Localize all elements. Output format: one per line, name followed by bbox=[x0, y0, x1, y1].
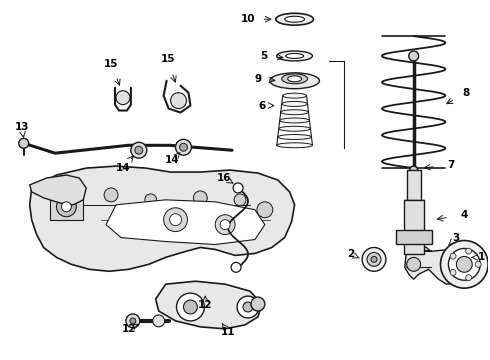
Circle shape bbox=[407, 257, 420, 271]
Circle shape bbox=[409, 51, 418, 61]
Text: 14: 14 bbox=[116, 163, 130, 173]
Circle shape bbox=[126, 314, 140, 328]
Text: 10: 10 bbox=[241, 14, 255, 24]
Text: 1: 1 bbox=[478, 252, 485, 262]
Polygon shape bbox=[407, 170, 420, 200]
Text: 6: 6 bbox=[258, 100, 266, 111]
Circle shape bbox=[130, 318, 136, 324]
Circle shape bbox=[466, 248, 471, 254]
Polygon shape bbox=[30, 175, 86, 205]
Ellipse shape bbox=[282, 74, 308, 84]
Polygon shape bbox=[106, 200, 265, 244]
Circle shape bbox=[194, 191, 207, 205]
Text: 12: 12 bbox=[198, 300, 213, 310]
Ellipse shape bbox=[276, 13, 314, 25]
Text: 4: 4 bbox=[461, 210, 468, 220]
Circle shape bbox=[237, 296, 259, 318]
Ellipse shape bbox=[283, 93, 307, 98]
Ellipse shape bbox=[277, 51, 313, 61]
Circle shape bbox=[220, 220, 230, 230]
Circle shape bbox=[450, 253, 456, 259]
Circle shape bbox=[215, 215, 235, 235]
Circle shape bbox=[179, 143, 188, 151]
Circle shape bbox=[251, 297, 265, 311]
Circle shape bbox=[176, 293, 204, 321]
Circle shape bbox=[175, 139, 192, 155]
Circle shape bbox=[243, 302, 253, 312]
Ellipse shape bbox=[280, 118, 310, 123]
Text: 15: 15 bbox=[104, 59, 118, 69]
Circle shape bbox=[153, 315, 165, 327]
Polygon shape bbox=[405, 246, 468, 284]
Circle shape bbox=[441, 240, 488, 288]
Polygon shape bbox=[30, 166, 294, 271]
Circle shape bbox=[56, 197, 76, 217]
Circle shape bbox=[233, 183, 243, 193]
Text: 8: 8 bbox=[463, 88, 470, 98]
Circle shape bbox=[456, 256, 472, 272]
Text: 15: 15 bbox=[160, 54, 175, 64]
Circle shape bbox=[450, 270, 456, 275]
Text: 11: 11 bbox=[221, 327, 235, 337]
Circle shape bbox=[367, 252, 381, 266]
Circle shape bbox=[164, 208, 188, 231]
Text: 16: 16 bbox=[217, 173, 231, 183]
Polygon shape bbox=[49, 195, 83, 220]
Circle shape bbox=[410, 166, 417, 174]
Circle shape bbox=[257, 202, 273, 218]
Text: 12: 12 bbox=[122, 324, 136, 334]
Circle shape bbox=[362, 247, 386, 271]
Text: 3: 3 bbox=[453, 233, 460, 243]
Polygon shape bbox=[396, 230, 432, 244]
Circle shape bbox=[116, 91, 130, 105]
Ellipse shape bbox=[277, 143, 313, 148]
Circle shape bbox=[19, 138, 29, 148]
Ellipse shape bbox=[282, 102, 308, 107]
Circle shape bbox=[131, 142, 147, 158]
Ellipse shape bbox=[285, 16, 305, 22]
Text: 9: 9 bbox=[254, 74, 262, 84]
Ellipse shape bbox=[288, 76, 301, 82]
Circle shape bbox=[448, 248, 480, 280]
Circle shape bbox=[171, 93, 187, 109]
Circle shape bbox=[475, 261, 481, 267]
Ellipse shape bbox=[286, 54, 303, 58]
Circle shape bbox=[183, 300, 197, 314]
Text: 5: 5 bbox=[260, 51, 268, 61]
Text: 7: 7 bbox=[448, 160, 455, 170]
Text: 2: 2 bbox=[347, 249, 355, 260]
Ellipse shape bbox=[270, 73, 319, 89]
Circle shape bbox=[61, 202, 72, 212]
Circle shape bbox=[234, 194, 246, 206]
Polygon shape bbox=[156, 281, 262, 329]
Circle shape bbox=[145, 194, 157, 206]
Text: 14: 14 bbox=[165, 155, 180, 165]
Circle shape bbox=[231, 262, 241, 272]
Ellipse shape bbox=[278, 135, 312, 139]
Circle shape bbox=[466, 275, 471, 280]
Text: 13: 13 bbox=[15, 122, 29, 132]
Polygon shape bbox=[404, 200, 424, 255]
Ellipse shape bbox=[279, 126, 311, 131]
Circle shape bbox=[170, 214, 181, 226]
Circle shape bbox=[371, 256, 377, 262]
Circle shape bbox=[104, 188, 118, 202]
Circle shape bbox=[135, 146, 143, 154]
Ellipse shape bbox=[281, 110, 309, 115]
